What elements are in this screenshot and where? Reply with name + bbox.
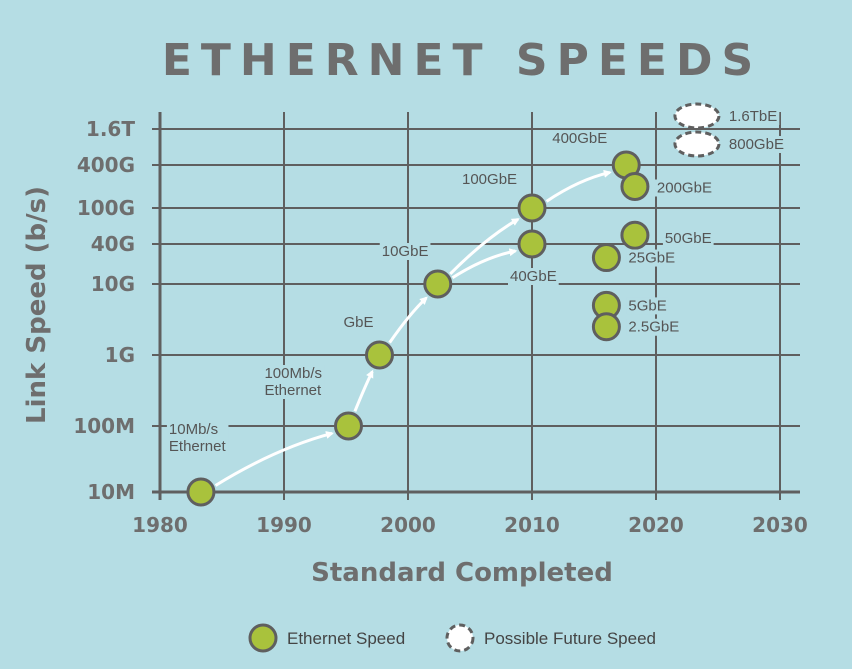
data-label-background xyxy=(626,249,678,267)
data-label: 40GbE xyxy=(510,268,557,285)
ethernet-speed-marker xyxy=(620,220,650,250)
y-tick-label: 100M xyxy=(73,414,135,438)
chart-title: ETHERNET SPEEDS xyxy=(162,35,762,86)
progression-arrow xyxy=(449,218,520,276)
x-tick-label: 1980 xyxy=(132,513,188,537)
y-tick-label: 10G xyxy=(91,272,135,296)
y-tick-label: 10M xyxy=(87,480,135,504)
x-tick-label: 1990 xyxy=(256,513,312,537)
data-label: 2.5GbE xyxy=(628,319,679,336)
legend-ethernet-marker xyxy=(248,623,278,653)
y-tick-label: 100G xyxy=(77,196,135,220)
y-tick-label: 1G xyxy=(105,343,135,367)
data-label-background xyxy=(726,108,780,125)
ethernet-speed-marker xyxy=(517,229,547,259)
data-label-background xyxy=(550,130,610,147)
future-speed-marker xyxy=(673,130,721,158)
data-label: 50GbE xyxy=(665,230,712,247)
ethernet-speed-marker xyxy=(591,312,621,342)
data-label: 25GbE xyxy=(628,250,675,267)
ethernet-speed-marker xyxy=(517,193,547,223)
x-tick-label: 2020 xyxy=(628,513,684,537)
data-label-background xyxy=(654,179,714,197)
y-tick-label: 400G xyxy=(77,153,135,177)
data-label: 10GbE xyxy=(382,243,429,260)
x-axis-label: Standard Completed xyxy=(311,558,613,588)
progression-arrow xyxy=(353,369,374,412)
legend-label: Possible Future Speed xyxy=(484,629,656,648)
data-label: 100Mb/s Ethernet xyxy=(264,365,322,399)
ethernet-speed-marker xyxy=(620,172,650,201)
y-tick-label: 1.6T xyxy=(86,117,135,141)
data-label: GbE xyxy=(343,314,373,331)
ethernet-speed-marker xyxy=(186,477,216,507)
future-speed-marker xyxy=(673,102,721,130)
data-label-background xyxy=(726,136,786,153)
progression-arrows xyxy=(214,169,612,487)
progression-arrow xyxy=(388,296,428,344)
y-tick-label: 40G xyxy=(91,232,135,256)
data-label-background xyxy=(508,268,559,285)
progression-arrow xyxy=(214,431,334,487)
data-label: 200GbE xyxy=(657,180,712,197)
data-labels: 10Mb/s Ethernet 100Mb/s Ethernet GbE 10GbE 40G… xyxy=(166,108,786,455)
progression-arrow xyxy=(451,248,518,280)
legend-label: Ethernet Speed xyxy=(287,629,405,648)
ethernet-speed-marker xyxy=(333,411,363,441)
legend: Ethernet Speed Possible Future Speed xyxy=(248,623,656,653)
data-label-background xyxy=(662,230,714,248)
data-label-background xyxy=(262,365,325,399)
ethernet-speed-marker xyxy=(364,340,394,370)
data-label: 100GbE xyxy=(462,171,517,188)
data-points xyxy=(186,102,721,507)
data-label: 400GbE xyxy=(552,130,607,147)
data-label-background xyxy=(460,171,520,188)
data-label: 800GbE xyxy=(729,136,784,153)
data-label-background xyxy=(379,243,431,260)
y-tick-labels: 10M 100M 1G 10G 40G 100G 400G 1.6T xyxy=(73,117,135,504)
x-tick-label: 2010 xyxy=(504,513,560,537)
data-label-background xyxy=(166,421,229,455)
data-label: 1.6TbE xyxy=(729,108,777,125)
data-label-background xyxy=(626,297,669,315)
progression-arrow xyxy=(545,169,612,203)
x-tick-label: 2030 xyxy=(752,513,808,537)
data-label: 5GbE xyxy=(628,297,666,314)
y-axis-label: Link Speed (b/s) xyxy=(22,186,52,424)
x-tick-label: 2000 xyxy=(380,513,436,537)
ethernet-speed-marker xyxy=(591,243,621,273)
ethernet-speed-marker xyxy=(423,269,453,299)
data-label: 10Mb/s Ethernet xyxy=(169,421,227,455)
data-label-background xyxy=(341,314,376,331)
data-label-background xyxy=(626,318,682,336)
legend-future-marker xyxy=(445,623,475,653)
x-tick-labels: 1980 1990 2000 2010 2020 2030 xyxy=(132,513,808,537)
